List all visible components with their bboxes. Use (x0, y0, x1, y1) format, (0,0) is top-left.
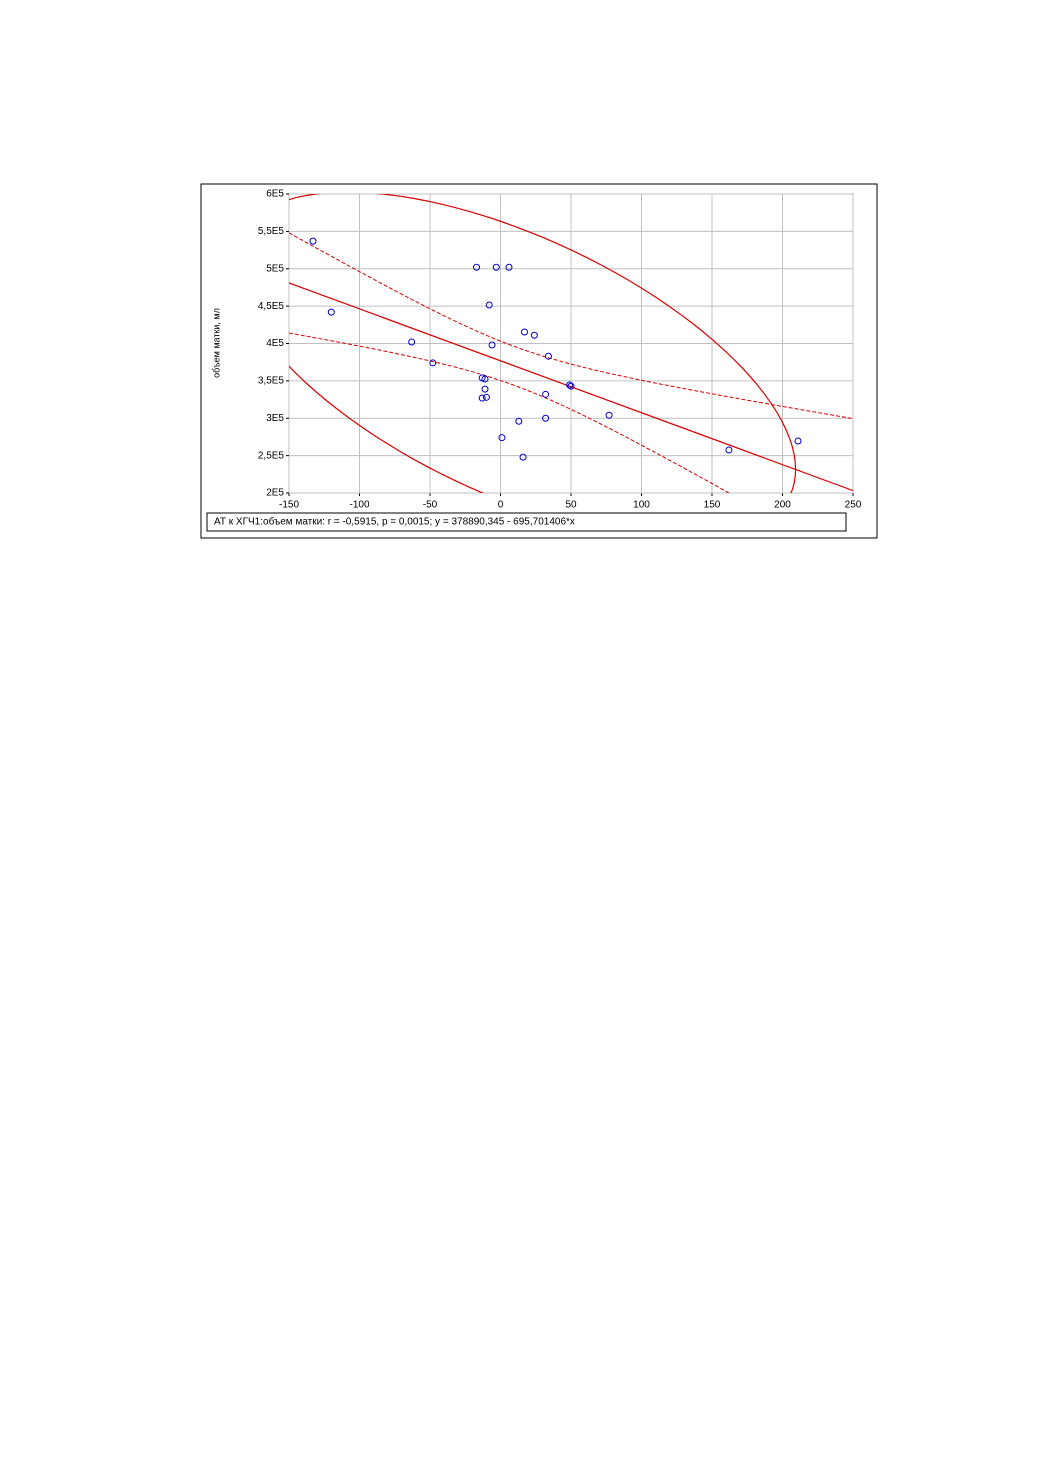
data-point (605, 411, 613, 419)
data-point (520, 328, 528, 336)
data-point (725, 446, 733, 454)
y-tick-label: 2E5 (266, 488, 284, 499)
data-point (473, 263, 481, 271)
prediction-ellipse (289, 194, 797, 493)
data-point (567, 382, 575, 390)
y-tick-label: 2,5E5 (258, 450, 285, 461)
data-point (530, 331, 538, 339)
data-point (566, 381, 574, 389)
y-tick-label: 5,5E5 (258, 226, 285, 237)
x-tick-label: 100 (633, 500, 650, 511)
y-tick-label: 6E5 (266, 189, 284, 200)
y-axis-label: объем матки, мл (211, 308, 221, 378)
x-tick-label: 200 (774, 500, 791, 511)
x-tick-label: -100 (349, 500, 369, 511)
data-point (498, 434, 506, 442)
data-point (485, 301, 493, 309)
legend-text: АТ к ХГЧ1:объем матки: r = -0,5915, p = … (214, 516, 575, 528)
x-tick-label: -50 (423, 500, 438, 511)
x-tick-label: -150 (279, 500, 299, 511)
data-point (481, 375, 489, 383)
y-tick-label: 4E5 (266, 338, 284, 349)
points (309, 237, 802, 461)
legend-box (206, 512, 847, 532)
data-point (488, 341, 496, 349)
data-point (542, 390, 550, 398)
x-tick-label: 0 (498, 500, 504, 511)
data-point (505, 263, 513, 271)
data-point (542, 414, 550, 422)
y-tick-label: 3E5 (266, 413, 284, 424)
data-point (481, 385, 489, 393)
data-point (327, 308, 335, 316)
y-tick-label: 3,5E5 (258, 376, 285, 387)
data-point (794, 437, 802, 445)
y-tick-label: 4,5E5 (258, 301, 285, 312)
x-tick-label: 250 (845, 500, 862, 511)
data-point (408, 338, 416, 346)
y-tick-label: 5E5 (266, 263, 284, 274)
x-tick-label: 150 (704, 500, 721, 511)
data-point (478, 394, 486, 402)
data-point (429, 359, 437, 367)
data-point (544, 352, 552, 360)
x-tick-label: 50 (565, 500, 577, 511)
data-point (519, 453, 527, 461)
data-point (515, 417, 523, 425)
data-point (309, 237, 317, 245)
fit-lines (289, 194, 853, 493)
data-point (492, 263, 500, 271)
regression-line (289, 282, 853, 492)
data-point (482, 393, 490, 401)
